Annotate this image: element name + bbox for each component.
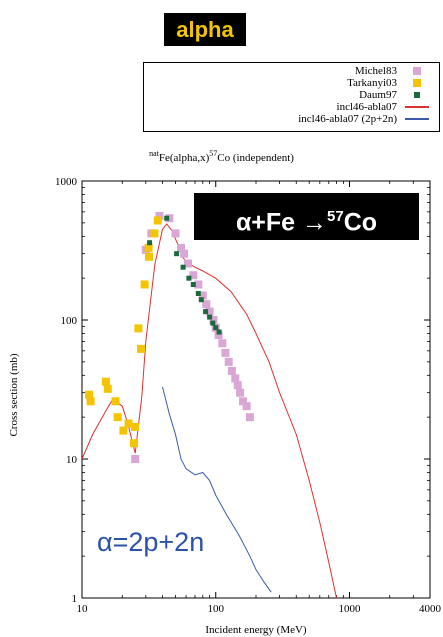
data-point-tarkanyi03	[130, 439, 138, 448]
data-point-michel83	[236, 388, 245, 397]
data-point-tarkanyi03	[111, 397, 120, 406]
legend-label: incl46-abla07 (2p+2n)	[298, 113, 397, 125]
data-point-michel83	[177, 243, 185, 252]
data-point-michel83	[194, 280, 203, 289]
x-tick-label: 10	[77, 603, 89, 615]
data-point-daum97	[210, 320, 216, 326]
legend-marker	[405, 102, 429, 112]
reaction-element: Co	[343, 208, 378, 237]
data-point-michel83	[202, 300, 211, 309]
legend-item-michel83: Michel83	[355, 65, 429, 77]
y-tick-label: 1	[72, 593, 78, 605]
data-point-tarkanyi03	[137, 344, 145, 353]
data-point-michel83	[131, 455, 140, 463]
data-point-tarkanyi03	[103, 384, 112, 393]
legend-marker	[405, 66, 429, 76]
data-point-michel83	[184, 259, 192, 268]
data-point-daum97	[207, 314, 213, 320]
data-point-daum97	[195, 291, 201, 296]
y-tick-label: 10	[66, 454, 78, 466]
legend-marker	[405, 90, 429, 100]
data-point-michel83	[180, 249, 189, 258]
legend-label: Michel83	[354, 65, 397, 77]
data-point-michel83	[218, 339, 227, 348]
reaction-mass: 57	[327, 208, 344, 225]
data-point-tarkanyi03	[145, 252, 153, 261]
data-point-daum97	[213, 325, 219, 331]
legend-item-incl46-abla07-2p2n: incl46-abla07 (2p+2n)	[298, 113, 429, 125]
data-point-michel83	[221, 348, 230, 357]
legend-marker	[405, 78, 429, 88]
data-point-michel83	[227, 366, 236, 375]
legend-item-daum97: Daum97	[359, 89, 429, 101]
data-point-tarkanyi03	[134, 324, 143, 333]
data-point-daum97	[186, 275, 192, 281]
x-tick-label: 4000	[419, 603, 442, 615]
legend-item-incl46-abla07: incl46-abla07	[337, 101, 429, 113]
legend-label: incl46-abla07	[336, 101, 397, 113]
reaction-box: α+Fe →57Co	[194, 193, 419, 240]
reaction-text: α+Fe →	[235, 208, 328, 237]
x-tick-label: 1000	[338, 603, 361, 615]
title-main: Fe(alpha,x)	[158, 152, 210, 164]
data-point-michel83	[198, 291, 207, 300]
data-point-michel83	[214, 331, 223, 339]
data-point-tarkanyi03	[153, 216, 162, 225]
legend-label: Daum97	[359, 89, 397, 101]
data-point-michel83	[165, 214, 174, 223]
data-point-daum97	[198, 297, 204, 303]
title-prefix: nat	[149, 149, 159, 158]
data-point-daum97	[180, 264, 186, 270]
data-point-michel83	[233, 381, 242, 390]
data-point-daum97	[147, 240, 153, 246]
data-point-michel83	[189, 271, 198, 280]
data-point-michel83	[239, 397, 247, 406]
y-tick-label: 100	[61, 315, 78, 327]
legend-marker	[405, 114, 429, 124]
data-point-michel83	[171, 229, 180, 238]
data-point-tarkanyi03	[101, 377, 110, 386]
annotation-2p2n: α=2p+2n	[97, 527, 205, 557]
data-point-tarkanyi03	[131, 423, 139, 431]
y-axis-label: Cross section (mb)	[8, 353, 20, 437]
data-point-tarkanyi03	[113, 413, 122, 422]
x-tick-label: 100	[207, 603, 224, 615]
title-suffix: Co (independent)	[217, 152, 294, 164]
alpha-badge: alpha	[164, 13, 246, 46]
series-line-incl46-abla07	[82, 223, 337, 598]
data-point-michel83	[224, 357, 233, 366]
legend-item-tarkanyi03: Tarkanyi03	[347, 77, 429, 89]
data-point-daum97	[190, 282, 196, 287]
data-point-michel83	[205, 307, 214, 316]
x-axis-label: Incident energy (MeV)	[205, 624, 307, 636]
data-point-daum97	[216, 329, 222, 335]
title-sup: 57	[209, 149, 218, 158]
data-point-michel83	[231, 374, 240, 383]
data-point-daum97	[203, 309, 209, 315]
data-point-michel83	[245, 413, 254, 422]
data-point-tarkanyi03	[124, 419, 133, 428]
legend: Michel83 Tarkanyi03 Daum97 incl46-abla07…	[143, 62, 440, 132]
data-point-michel83	[155, 212, 164, 220]
data-point-tarkanyi03	[140, 280, 149, 289]
chart-title: natFe(alpha,x)57Co (independent)	[0, 149, 443, 164]
data-point-michel83	[209, 316, 218, 324]
y-tick-label: 1000	[55, 176, 78, 188]
data-point-daum97	[174, 251, 180, 257]
data-point-tarkanyi03	[150, 229, 159, 238]
data-point-michel83	[242, 402, 251, 411]
data-point-tarkanyi03	[119, 426, 128, 435]
data-point-daum97	[164, 215, 170, 221]
data-point-tarkanyi03	[85, 390, 94, 399]
legend-label: Tarkanyi03	[347, 77, 397, 89]
data-point-tarkanyi03	[144, 243, 153, 252]
series-line-incl46-abla07-2p-2n	[162, 386, 272, 593]
data-point-tarkanyi03	[86, 397, 95, 406]
